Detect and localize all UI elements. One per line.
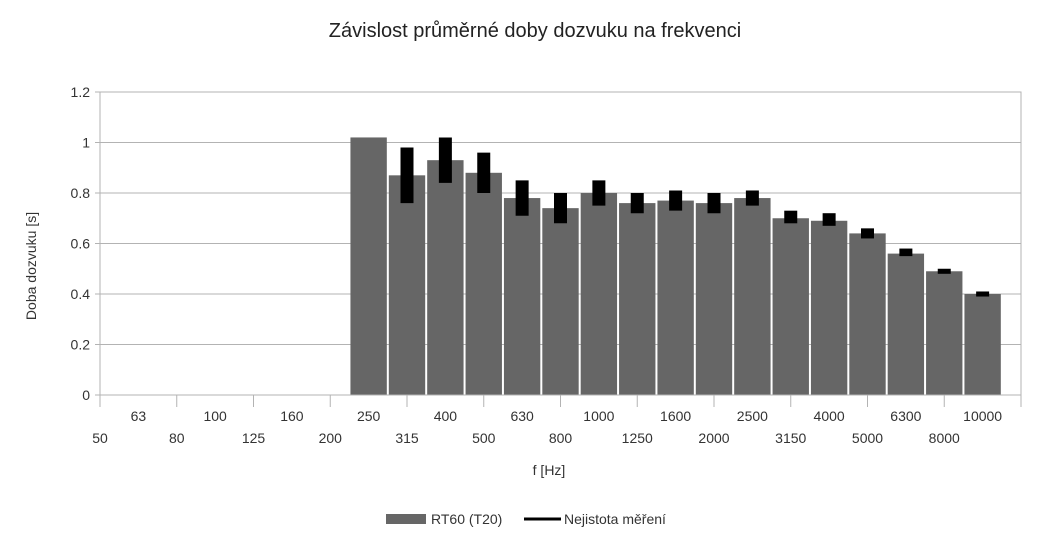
bar — [503, 198, 541, 395]
bar — [849, 233, 886, 395]
y-tick-label: 0.6 — [71, 236, 91, 252]
y-tick-label: 0 — [82, 387, 90, 403]
x-tick-label: 500 — [472, 430, 496, 446]
y-tick-label: 0.2 — [71, 337, 91, 353]
x-tick-label: 8000 — [929, 430, 960, 446]
x-tick-label: 2500 — [737, 408, 768, 424]
axes — [95, 91, 1022, 407]
y-tick-label: 0.8 — [71, 185, 91, 201]
x-tick-label: 5000 — [852, 430, 883, 446]
x-tick-label: 1600 — [660, 408, 691, 424]
chart-title: Závislost průměrné doby dozvuku na frekv… — [329, 20, 741, 42]
y-axis-label: Doba dozvuku [s] — [23, 212, 39, 320]
bar — [695, 203, 733, 395]
x-tick-label: 400 — [434, 408, 458, 424]
x-tick-label: 630 — [510, 408, 534, 424]
y-tick-labels: 0 0.2 0.4 0.6 0.8 1 1.2 — [71, 84, 91, 403]
bar — [465, 172, 502, 395]
x-tick-label: 160 — [280, 408, 304, 424]
bar — [657, 200, 694, 395]
bar — [350, 137, 387, 395]
bars — [350, 137, 1001, 395]
bar — [887, 253, 925, 395]
legend: RT60 (T20) Nejistota měření — [386, 511, 666, 527]
x-tick-label: 10000 — [963, 408, 1002, 424]
bar — [542, 208, 579, 395]
bar — [964, 294, 1001, 395]
x-tick-label: 2000 — [698, 430, 729, 446]
bar — [772, 218, 809, 395]
legend-label-bars: RT60 (T20) — [431, 511, 502, 527]
bar — [926, 271, 963, 395]
bar — [810, 220, 848, 395]
bar — [619, 203, 656, 395]
x-tick-label: 1250 — [622, 430, 653, 446]
x-tick-label: 800 — [549, 430, 573, 446]
x-tick-labels: 50 63 80 100 125 160 200 250 315 400 500 630 800 1000… — [92, 408, 1002, 446]
y-tick-label: 0.4 — [71, 286, 91, 302]
x-tick-label: 50 — [92, 430, 108, 446]
x-tick-label: 6300 — [890, 408, 921, 424]
x-tick-label: 63 — [131, 408, 147, 424]
legend-label-errorbars: Nejistota měření — [564, 511, 666, 527]
y-tick-label: 1.2 — [71, 84, 91, 100]
bar — [427, 160, 464, 395]
y-tick-label: 1 — [82, 135, 90, 151]
x-tick-label: 250 — [357, 408, 381, 424]
x-tick-label: 1000 — [583, 408, 614, 424]
bar — [580, 193, 618, 395]
x-tick-label: 315 — [395, 430, 419, 446]
x-tick-label: 125 — [242, 430, 266, 446]
bar — [734, 198, 771, 395]
bar — [388, 175, 426, 395]
x-tick-label: 3150 — [775, 430, 806, 446]
x-tick-label: 4000 — [814, 408, 845, 424]
x-axis-label: f [Hz] — [533, 462, 566, 478]
x-tick-label: 100 — [203, 408, 227, 424]
x-tick-label: 80 — [169, 430, 185, 446]
legend-swatch-bars — [386, 514, 426, 524]
x-tick-label: 200 — [319, 430, 343, 446]
error-bars — [400, 137, 990, 297]
